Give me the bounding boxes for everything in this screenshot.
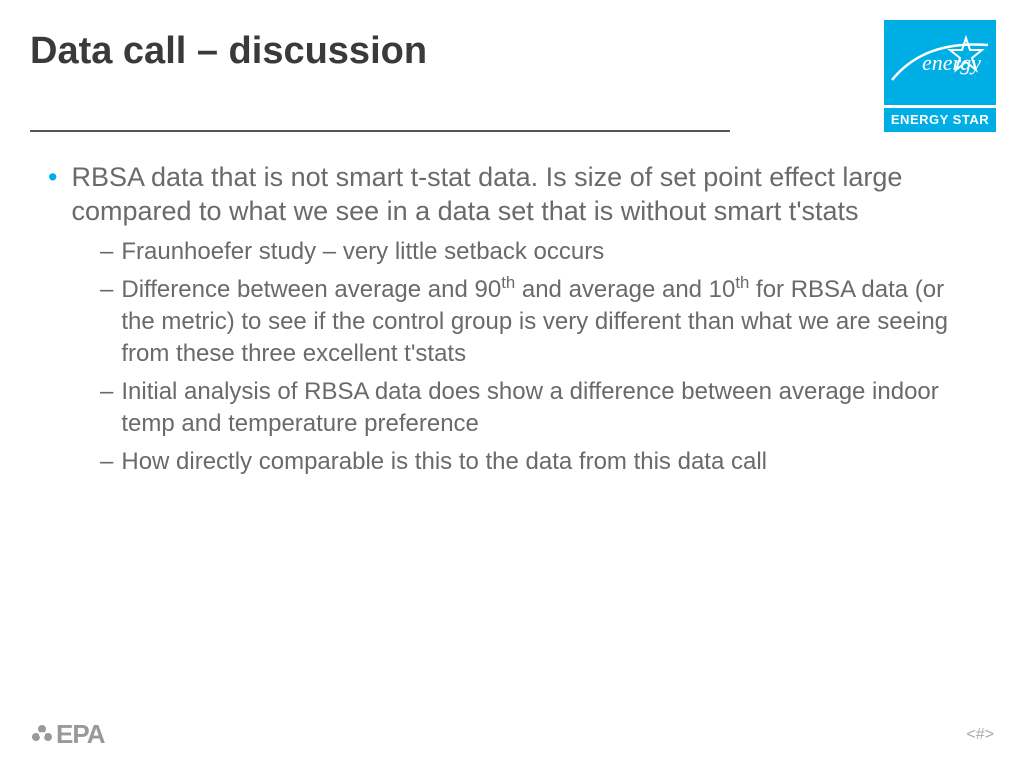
sub-bullet: – Difference between average and 90th an… bbox=[100, 274, 976, 370]
sub-bullet-text: Fraunhoefer study – very little setback … bbox=[121, 236, 604, 268]
epa-text: EPA bbox=[56, 719, 105, 750]
sub-bullet-marker: – bbox=[100, 236, 113, 268]
sub-bullet-list: – Fraunhoefer study – very little setbac… bbox=[100, 236, 976, 478]
energy-star-label: ENERGY STAR bbox=[884, 108, 996, 132]
sub-bullet-text: Difference between average and 90th and … bbox=[121, 274, 976, 370]
sub-bullet: – How directly comparable is this to the… bbox=[100, 446, 976, 478]
epa-flower-icon bbox=[30, 723, 54, 747]
energy-star-logo: energy ENERGY STAR bbox=[884, 20, 996, 132]
epa-logo: EPA bbox=[30, 719, 105, 750]
sub-bullet-text: How directly comparable is this to the d… bbox=[121, 446, 767, 478]
page-number: <#> bbox=[966, 726, 994, 744]
title-underline bbox=[30, 130, 730, 132]
bullet-main-text: RBSA data that is not smart t-stat data.… bbox=[71, 160, 976, 228]
sub-bullet-marker: – bbox=[100, 376, 113, 440]
bullet-marker: • bbox=[48, 160, 57, 228]
sub-bullet: – Fraunhoefer study – very little setbac… bbox=[100, 236, 976, 268]
energy-star-logo-top: energy bbox=[884, 20, 996, 105]
sub-bullet-text: Initial analysis of RBSA data does show … bbox=[121, 376, 976, 440]
sub-bullet-marker: – bbox=[100, 274, 113, 370]
energy-script: energy bbox=[922, 50, 981, 75]
bullet-main: • RBSA data that is not smart t-stat dat… bbox=[48, 160, 976, 228]
slide-body: • RBSA data that is not smart t-stat dat… bbox=[48, 160, 976, 484]
sub-bullet: – Initial analysis of RBSA data does sho… bbox=[100, 376, 976, 440]
sub-bullet-marker: – bbox=[100, 446, 113, 478]
slide-title: Data call – discussion bbox=[30, 30, 1024, 73]
